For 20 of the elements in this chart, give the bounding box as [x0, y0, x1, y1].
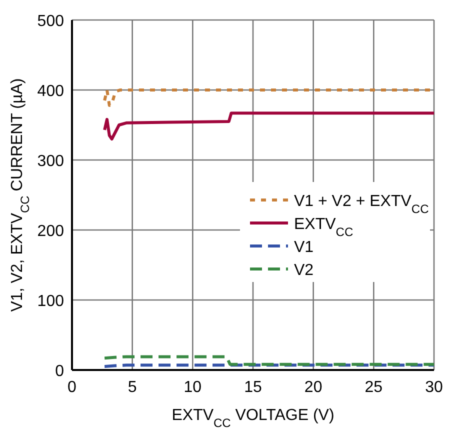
legend-label: V2 [294, 262, 314, 279]
x-tick-label: 30 [425, 379, 443, 396]
y-tick-label: 0 [55, 363, 64, 380]
legend-label: EXTV$_{CC}$ [294, 216, 354, 239]
x-tick-label: 10 [184, 379, 202, 396]
y-tick-label: 100 [37, 293, 64, 310]
x-tick-label: 25 [364, 379, 383, 396]
x-tick-label: 0 [68, 379, 77, 396]
legend-label: V1 [294, 239, 314, 256]
legend-label: V1 + V2 + EXTV$_{CC}$ [294, 193, 430, 216]
y-tick-label: 500 [37, 13, 64, 30]
y-tick-label: 200 [37, 223, 64, 240]
x-tick-label: 5 [128, 379, 137, 396]
line-series [103, 355, 436, 366]
y-tick-label: 400 [37, 83, 64, 100]
x-tick-label: 15 [244, 379, 262, 396]
x-tick-label: 20 [304, 379, 322, 396]
line-series [103, 112, 436, 140]
x-axis-title: EXTV$_{CC}$ VOLTAGE (V) [172, 407, 334, 430]
y-tick-label: 300 [37, 153, 64, 170]
